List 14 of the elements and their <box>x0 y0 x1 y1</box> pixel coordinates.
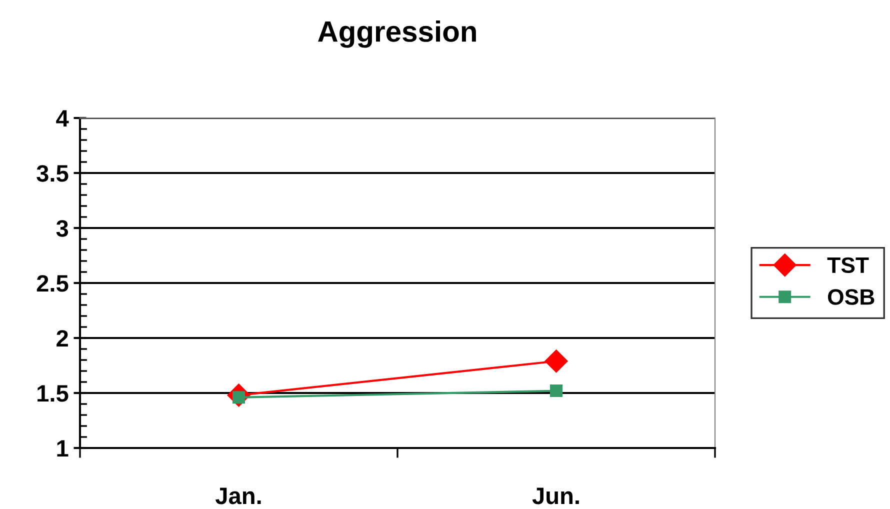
y-tick-label: 2.5 <box>36 275 68 292</box>
y-tick-label: 4 <box>56 110 69 127</box>
y-tick-label: 1 <box>57 440 68 457</box>
y-tick-label: 3.5 <box>36 165 68 182</box>
y-tick-label: 1.5 <box>38 385 68 402</box>
legend-label: TST <box>827 257 869 274</box>
point <box>544 350 568 373</box>
chart-title: Aggression <box>318 20 476 48</box>
x-tick-label: Jan. <box>215 488 261 504</box>
legend-label: OSB <box>828 289 874 305</box>
point <box>550 384 562 398</box>
y-tick-label: 2 <box>56 330 68 347</box>
y-tick-label: 3 <box>56 220 68 237</box>
x-tick-label: Jun. <box>532 488 579 504</box>
